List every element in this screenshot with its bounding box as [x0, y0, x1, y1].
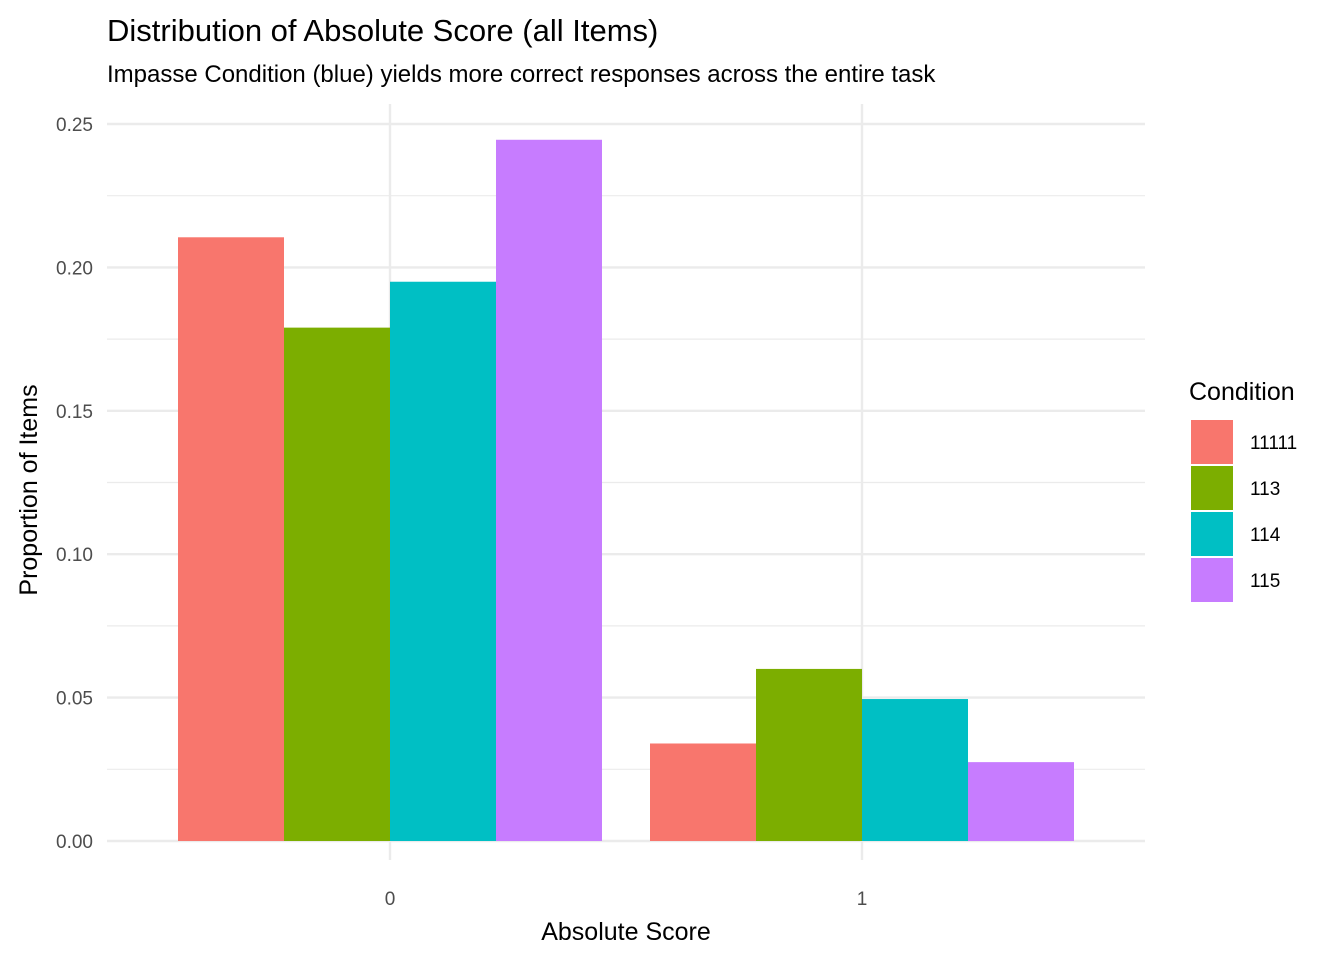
chart-title: Distribution of Absolute Score (all Item… [107, 13, 658, 48]
legend-label-113: 113 [1250, 479, 1280, 500]
bar-115-score-1 [968, 762, 1074, 841]
legend: Condition 11111 113 114 115 [1189, 378, 1297, 602]
y-tick-label: 0.25 [56, 115, 93, 136]
y-tick-label: 0.10 [56, 545, 93, 566]
bar-11111-score-1 [650, 743, 756, 841]
bar-11111-score-0 [178, 237, 284, 841]
y-tick-label: 0.15 [56, 402, 93, 423]
legend-label-114: 114 [1250, 525, 1281, 546]
x-axis-title: Absolute Score [541, 918, 711, 946]
bar-114-score-0 [390, 281, 496, 841]
y-axis-title: Proportion of Items [15, 384, 43, 595]
bar-114-score-1 [862, 699, 968, 841]
y-tick-label: 0.05 [56, 689, 93, 710]
legend-key-114 [1191, 512, 1233, 556]
y-tick-label: 0.20 [56, 258, 93, 279]
y-axis: 0.00 0.05 0.10 0.15 0.20 0.25 [56, 115, 93, 853]
bar-113-score-0 [284, 327, 390, 841]
bar-115-score-0 [496, 139, 602, 842]
legend-label-115: 115 [1250, 571, 1280, 592]
legend-title: Condition [1189, 378, 1295, 406]
plot-panel [107, 104, 1145, 860]
chart-subtitle: Impasse Condition (blue) yields more cor… [107, 61, 936, 88]
legend-items: 11111 113 114 115 [1191, 420, 1297, 602]
bars [178, 139, 1074, 842]
legend-label-11111: 11111 [1250, 433, 1297, 454]
x-tick-label: 1 [857, 889, 868, 910]
bar-113-score-1 [756, 668, 862, 841]
legend-key-11111 [1191, 420, 1233, 464]
y-tick-label: 0.00 [56, 832, 93, 853]
x-tick-label: 0 [385, 889, 396, 910]
legend-key-113 [1191, 466, 1233, 510]
legend-key-115 [1191, 558, 1233, 602]
